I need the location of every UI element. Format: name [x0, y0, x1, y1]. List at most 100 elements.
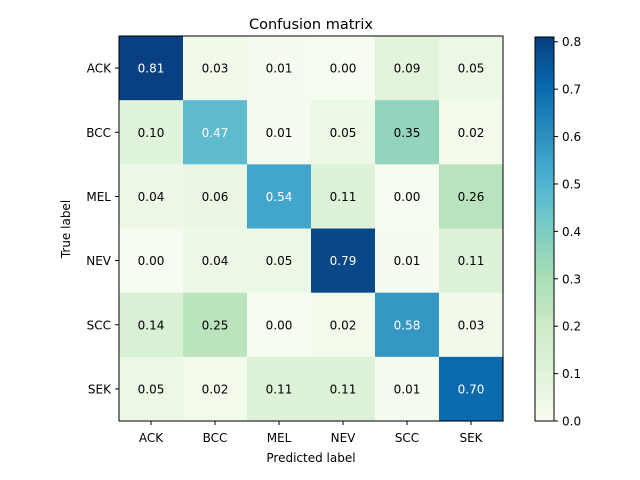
heatmap-cell — [183, 100, 248, 165]
x-tick-label: NEV — [331, 431, 357, 445]
cell-labels: 0.81 0.03 0.01 0.00 0.09 0.05 0.10 0.47 0.01 0.05… — [138, 62, 485, 397]
y-tick-label: SEK — [88, 382, 112, 396]
cell-value-label: 0.54 — [266, 190, 293, 204]
cell-value-label: 0.00 — [138, 254, 165, 268]
colorbar-tick-label: 0.2 — [562, 320, 581, 334]
cell-value-label: 0.01 — [394, 382, 421, 396]
heatmap-cell — [375, 356, 440, 422]
x-tick-label: ACK — [139, 431, 164, 445]
heatmap-cell — [247, 36, 312, 101]
heatmap-cell — [247, 356, 312, 422]
heatmap-cell — [375, 36, 440, 101]
heatmap-cell — [119, 100, 184, 165]
cell-value-label: 0.01 — [266, 126, 293, 140]
cell-value-label: 0.11 — [458, 254, 485, 268]
cell-value-label: 0.81 — [138, 62, 165, 76]
colorbar-tick-label: 0.3 — [562, 272, 581, 286]
colorbar-tick-label: 0.5 — [562, 177, 581, 191]
heatmap-cell — [183, 164, 248, 230]
cell-value-label: 0.70 — [458, 382, 485, 396]
heatmap-cell — [311, 164, 376, 230]
cell-value-label: 0.05 — [266, 254, 293, 268]
heatmap-cell — [311, 100, 376, 165]
heatmap-cell — [183, 228, 248, 294]
heatmap-cell — [439, 292, 504, 358]
cell-value-label: 0.03 — [458, 318, 485, 332]
x-tick-label: SEK — [459, 431, 483, 445]
cell-value-label: 0.14 — [138, 318, 165, 332]
heatmap-cell — [375, 100, 440, 165]
plot-frame — [118, 35, 504, 422]
cell-value-label: 0.05 — [458, 62, 485, 76]
heatmap-cell — [119, 164, 184, 230]
cell-value-label: 0.25 — [202, 318, 229, 332]
cell-value-label: 0.05 — [138, 382, 165, 396]
cell-value-label: 0.47 — [202, 126, 229, 140]
cell-value-label: 0.79 — [330, 254, 357, 268]
cell-value-label: 0.11 — [330, 382, 357, 396]
heatmap-cell — [439, 356, 504, 422]
cell-value-label: 0.11 — [266, 382, 293, 396]
cell-value-label: 0.03 — [202, 62, 229, 76]
heatmap-cell — [119, 356, 184, 422]
heatmap-cell — [439, 164, 504, 230]
heatmap-cell — [183, 292, 248, 358]
cell-value-label: 0.26 — [458, 190, 485, 204]
heatmap-cell — [311, 228, 376, 294]
heatmap-cell — [311, 292, 376, 358]
cell-value-label: 0.09 — [394, 62, 421, 76]
colorbar-tick-label: 0.1 — [562, 367, 581, 381]
heatmap-cells — [119, 36, 504, 422]
heatmap-cell — [119, 228, 184, 294]
heatmap-cell — [247, 164, 312, 230]
heatmap-cell — [375, 164, 440, 230]
chart-title: Confusion matrix — [249, 17, 373, 33]
cell-value-label: 0.01 — [266, 62, 293, 76]
x-axis-label: Predicted label — [266, 451, 355, 465]
cell-value-label: 0.11 — [330, 190, 357, 204]
heatmap-cell — [439, 228, 504, 294]
cell-value-label: 0.00 — [266, 318, 293, 332]
x-tick-label: SCC — [395, 431, 419, 445]
colorbar-tick-label: 0.7 — [562, 83, 581, 97]
cell-value-label: 0.35 — [394, 126, 421, 140]
y-tick-label: SCC — [87, 318, 111, 332]
cell-value-label: 0.02 — [202, 382, 229, 396]
y-tick-label: BCC — [86, 126, 111, 140]
heatmap-cell — [439, 36, 504, 101]
heatmap-cell — [183, 36, 248, 101]
x-tick-label: MEL — [267, 431, 292, 445]
y-axis: ACK BCC MEL NEV SCC SEK — [86, 62, 119, 396]
y-tick-label: ACK — [87, 62, 112, 76]
cell-value-label: 0.02 — [458, 126, 485, 140]
colorbar-tick-label: 0.8 — [562, 35, 581, 49]
heatmap-cell — [183, 356, 248, 422]
y-axis-label: True label — [59, 200, 73, 259]
cell-value-label: 0.06 — [202, 190, 229, 204]
colorbar — [534, 36, 555, 422]
heatmap-cell — [247, 228, 312, 294]
cell-value-label: 0.00 — [330, 62, 357, 76]
cell-value-label: 0.00 — [394, 190, 421, 204]
cell-value-label: 0.05 — [330, 126, 357, 140]
heatmap-cell — [375, 228, 440, 294]
cell-value-label: 0.10 — [138, 126, 165, 140]
cell-value-label: 0.02 — [330, 318, 357, 332]
heatmap-cell — [439, 100, 504, 165]
y-tick-label: NEV — [86, 254, 112, 268]
colorbar-tick-label: 0.4 — [562, 225, 581, 239]
x-tick-label: BCC — [203, 431, 228, 445]
y-tick-label: MEL — [86, 190, 111, 204]
cell-value-label: 0.01 — [394, 254, 421, 268]
heatmap-cell — [119, 292, 184, 358]
heatmap-cell — [375, 292, 440, 358]
cell-value-label: 0.58 — [394, 318, 421, 332]
colorbar-tick-label: 0.0 — [562, 415, 581, 429]
x-axis: ACK BCC MEL NEV SCC SEK — [139, 421, 484, 445]
cell-value-label: 0.04 — [138, 190, 165, 204]
heatmap-cell — [247, 292, 312, 358]
heatmap-cell — [311, 36, 376, 101]
heatmap-cell — [311, 356, 376, 422]
